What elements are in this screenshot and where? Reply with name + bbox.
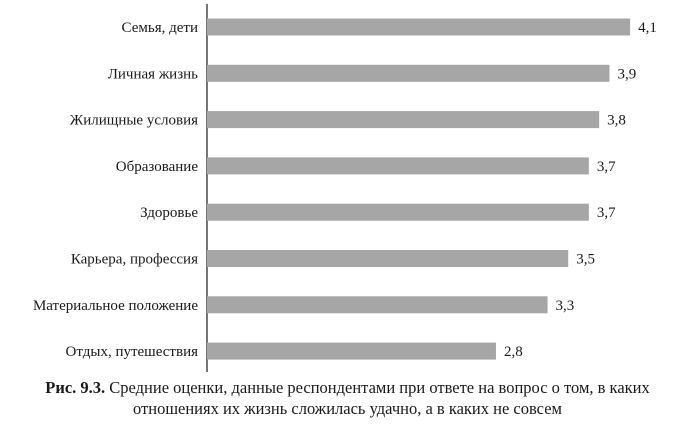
value-label: 3,7 — [597, 159, 616, 175]
category-label: Материальное положение — [33, 298, 198, 314]
bar-chart: Семья, дети 4,1 Личная жизнь 3,9 Жилищные ус… — [33, 3, 657, 372]
category-label: Здоровье — [140, 205, 198, 221]
value-label: 3,7 — [597, 205, 616, 221]
bar — [207, 250, 569, 267]
value-label: 3,8 — [607, 113, 626, 129]
figure-caption-text: Средние оценки, данные респондентами при… — [109, 378, 650, 418]
bar — [207, 18, 631, 36]
value-label: 3,9 — [617, 66, 636, 82]
category-label: Жилищные условия — [70, 113, 198, 129]
category-label: Карьера, профессия — [71, 252, 198, 268]
value-label: 4,1 — [638, 20, 657, 36]
bar — [207, 296, 548, 314]
bar — [207, 157, 589, 175]
value-label: 3,3 — [556, 298, 575, 314]
category-label: Семья, дети — [122, 20, 198, 36]
figure-caption: Рис. 9.3. Средние оценки, данные респонд… — [10, 377, 685, 419]
value-label: 2,8 — [504, 344, 523, 360]
category-label: Отдых, путешествия — [66, 344, 199, 360]
bar — [207, 203, 589, 221]
bar — [207, 111, 600, 129]
category-label: Образование — [116, 159, 199, 175]
value-label: 3,5 — [576, 252, 595, 268]
figure-caption-label: Рис. 9.3. — [45, 378, 106, 397]
bar — [207, 64, 610, 82]
category-label: Личная жизнь — [108, 66, 198, 82]
bar — [207, 342, 496, 360]
